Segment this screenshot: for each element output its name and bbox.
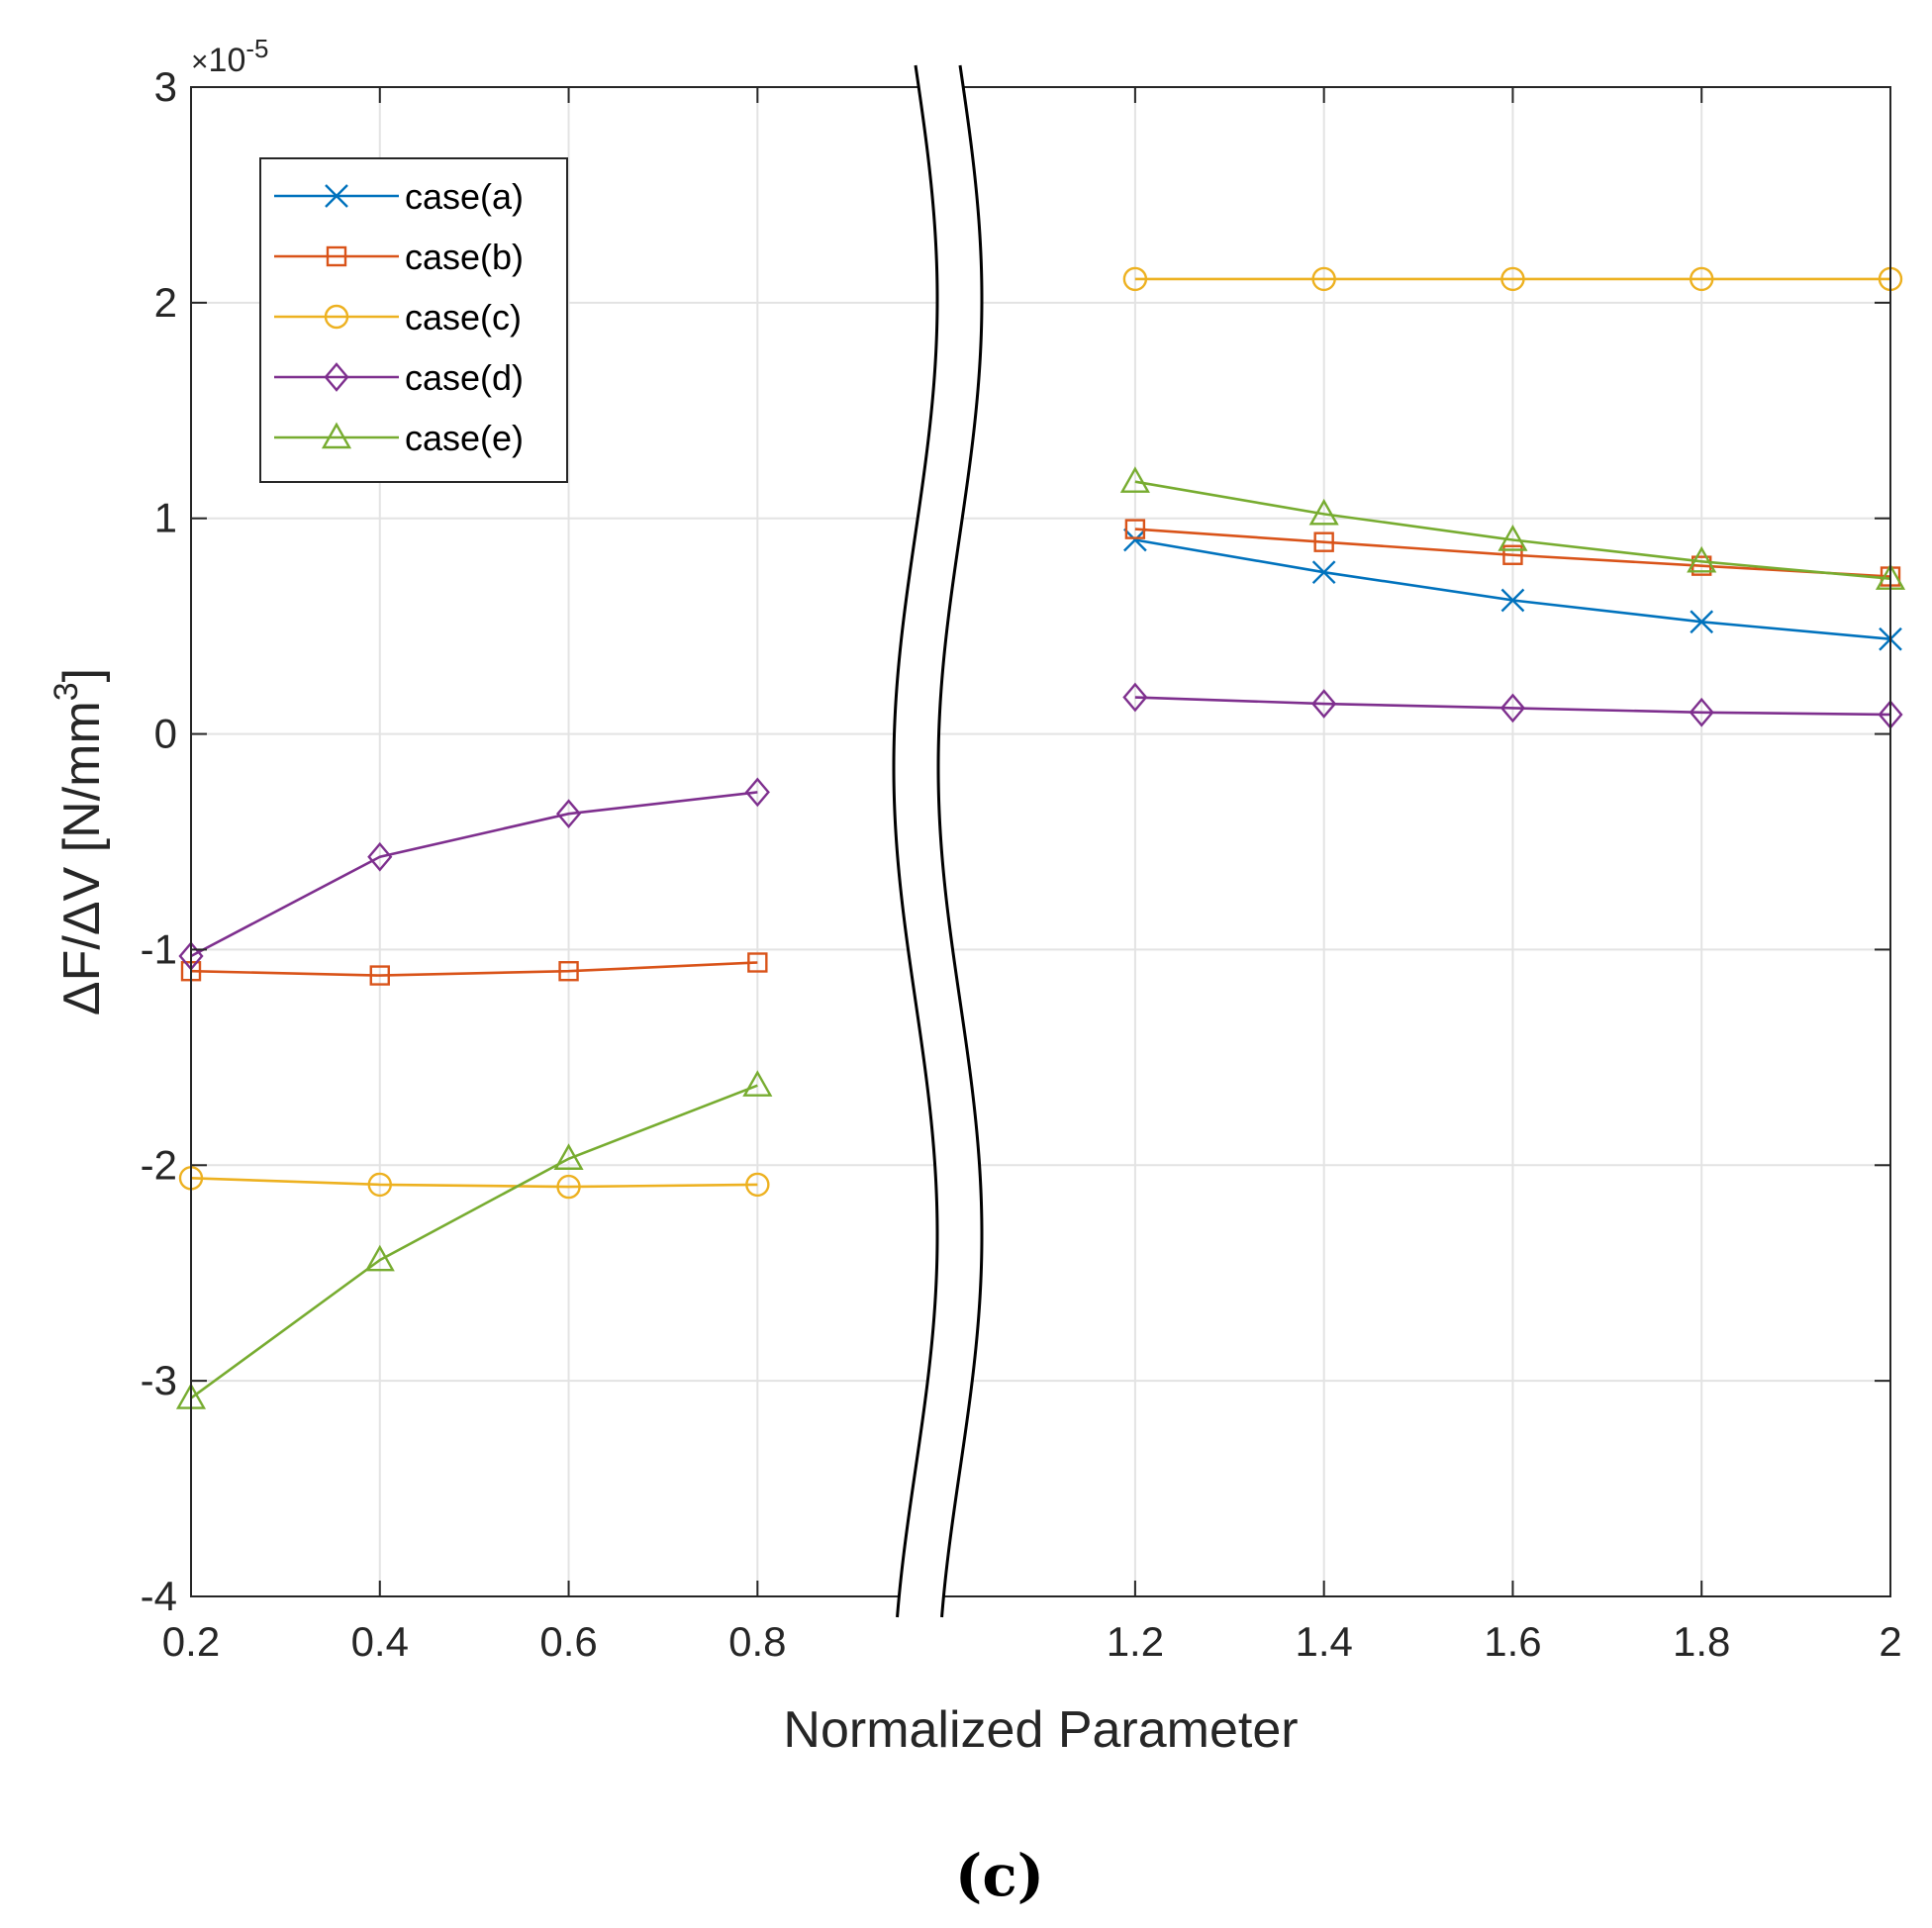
- series-layer: [175, 266, 1906, 1409]
- y-axis-label: ΔF/ΔV [N/mm3]: [48, 668, 111, 1015]
- legend: case(a) case(b) case(c) case(d) case(e): [259, 157, 568, 483]
- data-point-case(c)-1.2: [1122, 266, 1148, 292]
- legend-marker-case(b): [326, 245, 347, 267]
- y-multiplier-exp: -5: [245, 34, 268, 63]
- data-point-case(a)-1.6: [1500, 588, 1525, 613]
- data-point-case(c)-1.4: [1311, 266, 1336, 292]
- data-point-case(e)-0.4: [364, 1244, 395, 1272]
- data-point-case(a)-1.8: [1690, 610, 1714, 634]
- series-line-case(d)-left: [190, 791, 758, 958]
- legend-item-case(a): case(a): [274, 176, 524, 217]
- legend-box: [259, 157, 568, 483]
- legend-item-case(b): case(b): [274, 237, 524, 277]
- x-tick-label-8: 2: [1879, 1618, 1901, 1665]
- legend-label-case(d): case(d): [405, 357, 524, 398]
- data-point-case(e)-1.2: [1119, 466, 1150, 493]
- data-point-case(d)-1.6: [1499, 693, 1526, 723]
- legend-label-case(e): case(e): [405, 418, 524, 458]
- series-case(d): [178, 682, 1903, 971]
- data-point-case(d)-0.4: [367, 841, 393, 872]
- data-point-case(b)-1.6: [1502, 544, 1523, 565]
- legend-label-case(b): case(b): [405, 237, 524, 277]
- series-line-case(b)-right: [1134, 528, 1891, 578]
- y-axis-label-end: ]: [53, 668, 111, 682]
- y-axis-label-sup: 3: [48, 682, 85, 701]
- axis-break-marker: [892, 64, 984, 1618]
- y-tick-label-3: 0: [154, 711, 177, 757]
- series-line-case(c)-left: [190, 1177, 758, 1189]
- legend-item-case(c): case(c): [274, 297, 522, 337]
- x-tick-label-2: 0.6: [539, 1618, 597, 1665]
- data-point-case(c)-1.6: [1500, 266, 1525, 292]
- axis-break-line-left: [892, 64, 939, 1618]
- data-point-case(c)-0.6: [556, 1174, 581, 1200]
- series-case(c): [178, 266, 1903, 1200]
- data-point-case(b)-0.8: [747, 952, 768, 973]
- x-tick-label-4: 1.2: [1107, 1618, 1164, 1665]
- data-point-case(c)-1.8: [1690, 266, 1714, 292]
- y-tick-label-5: -2: [141, 1141, 177, 1188]
- series-line-case(d)-right: [1134, 696, 1891, 717]
- axis-break-line-right: [936, 64, 984, 1618]
- data-point-case(b)-0.4: [369, 965, 390, 986]
- y-multiplier-base: 10: [209, 42, 246, 79]
- data-point-case(e)-1.6: [1497, 525, 1528, 551]
- data-point-case(e)-0.6: [553, 1143, 584, 1170]
- data-point-case(a)-1.4: [1311, 560, 1336, 585]
- legend-label-case(a): case(a): [405, 176, 524, 217]
- series-line-case(e)-right: [1134, 480, 1891, 581]
- data-point-case(e)-1.8: [1687, 545, 1717, 573]
- data-point-case(d)-1.8: [1689, 697, 1714, 727]
- y-multiplier-mark: ×: [191, 46, 209, 78]
- x-axis-label: Normalized Parameter: [783, 1701, 1298, 1759]
- legend-marker-case(e): [321, 422, 352, 449]
- legend-label-case(c): case(c): [405, 297, 522, 337]
- x-tick-label-0: 0.2: [162, 1618, 220, 1665]
- y-tick-label-4: -1: [141, 925, 177, 972]
- legend-marker-case(d): [324, 362, 349, 392]
- tick-layer: 0.2 0.4 0.6 0.8 1.2 1.4 1.6 1.8 2 3 2 1 0 -1 -2 -3 -4: [141, 63, 1902, 1665]
- y-tick-label-2: 1: [154, 495, 177, 541]
- y-tick-label-6: -3: [141, 1357, 177, 1403]
- data-point-case(e)-1.4: [1308, 498, 1339, 526]
- figure-caption: (c): [955, 1842, 1044, 1909]
- y-multiplier-label: ×10-5: [191, 34, 268, 79]
- axes-box: [190, 86, 1891, 1597]
- data-point-case(c)-0.8: [745, 1172, 770, 1198]
- data-point-case(a)-1.2: [1123, 528, 1147, 552]
- data-point-case(d)-0.6: [555, 799, 582, 829]
- legend-item-case(e): case(e): [274, 418, 524, 458]
- x-tick-label-1: 0.4: [351, 1618, 409, 1665]
- y-tick-label-7: -4: [141, 1573, 177, 1619]
- data-point-case(d)-1.2: [1122, 682, 1148, 713]
- y-tick-label-0: 3: [154, 63, 177, 110]
- x-tick-label-6: 1.6: [1484, 1618, 1541, 1665]
- data-point-case(b)-1.2: [1124, 519, 1146, 539]
- legend-marker-case(c): [324, 304, 349, 330]
- y-axis-label-main: ΔF/ΔV [N/mm: [53, 701, 111, 1015]
- legend-item-case(d): case(d): [274, 357, 524, 398]
- data-point-case(d)-0.8: [744, 777, 770, 808]
- x-tick-label-5: 1.4: [1295, 1618, 1352, 1665]
- data-point-case(c)-0.4: [367, 1172, 392, 1198]
- x-tick-label-7: 1.8: [1673, 1618, 1730, 1665]
- series-line-case(b)-left: [190, 961, 758, 977]
- data-point-case(b)-0.6: [558, 961, 579, 982]
- data-point-case(e)-0.8: [742, 1070, 773, 1097]
- data-point-case(b)-1.4: [1313, 531, 1334, 552]
- series-line-case(e)-left: [190, 1084, 758, 1399]
- data-point-case(d)-1.4: [1311, 689, 1337, 719]
- y-tick-label-1: 2: [154, 279, 177, 326]
- axis-break-gap: [894, 65, 982, 1617]
- legend-marker-case(a): [325, 184, 348, 208]
- x-tick-label-3: 0.8: [728, 1618, 786, 1665]
